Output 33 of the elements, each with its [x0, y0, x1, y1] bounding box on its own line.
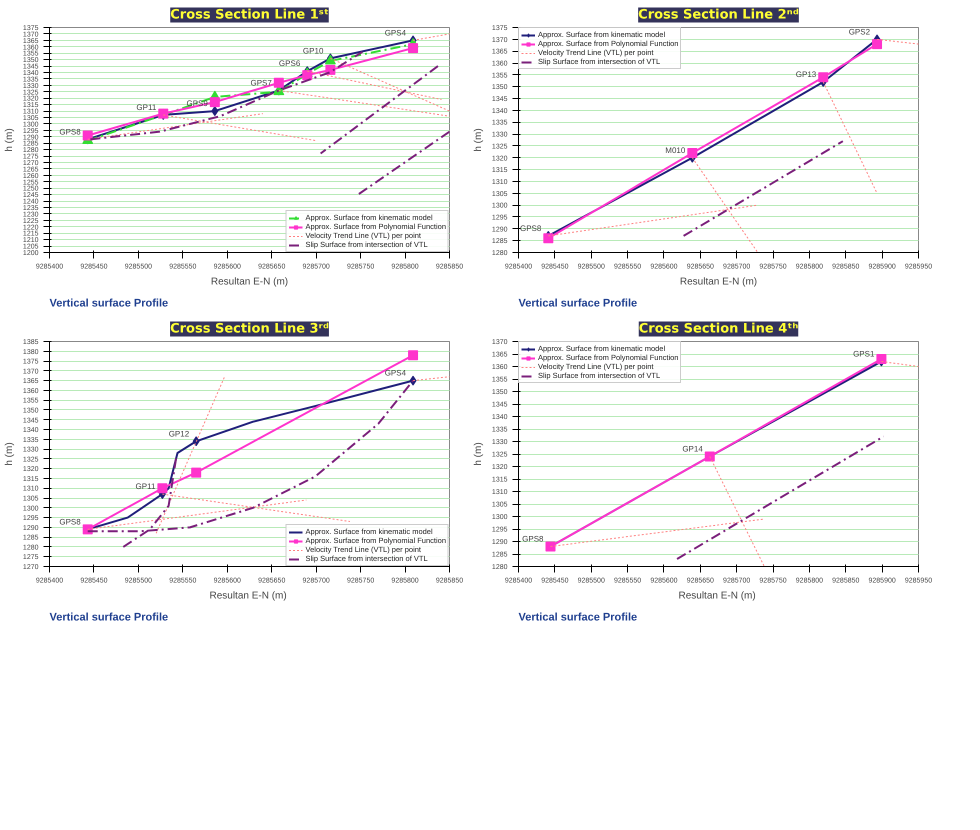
annotation: GPS8	[59, 517, 82, 526]
annotation: GPS8	[59, 127, 82, 136]
y-axis-title: h (m)	[472, 128, 484, 152]
annotation: GPS7	[250, 78, 272, 88]
annotation: GP11	[136, 102, 157, 112]
annotation: GPS8	[520, 224, 542, 233]
x-axis-title: Resultan E-N (m)	[678, 590, 756, 602]
y-axis-title: h (m)	[4, 128, 15, 152]
text: Vertical surface Profile	[50, 298, 168, 310]
chart-title: Cross Section Line 1ˢᵗ	[170, 8, 329, 22]
y-axis-title: h (m)	[472, 442, 484, 466]
annotation: GP14	[682, 444, 704, 454]
chart-title: Cross Section Line 3ʳᵈ	[170, 322, 329, 336]
annotation: GPS6	[278, 59, 301, 68]
y-axis-title: h (m)	[4, 442, 15, 466]
annotation: GP13	[796, 70, 817, 79]
x-axis-title: Resultan E-N (m)	[680, 276, 758, 288]
annotation: GPS2	[848, 27, 871, 36]
x-axis-title: Resultan E-N (m)	[210, 276, 288, 288]
annotation: GPS4	[384, 368, 407, 378]
text: Vertical surface Profile	[50, 612, 168, 624]
annotation: GP11	[136, 482, 156, 492]
annotation: GPS1	[853, 350, 875, 358]
annotation: GPS4	[384, 28, 407, 38]
annotation: M010	[665, 146, 686, 155]
text: Vertical surface Profile	[518, 298, 638, 310]
annotation: GPS8	[522, 534, 544, 544]
annotation: GP12	[168, 429, 190, 438]
annotation: GP10	[302, 46, 324, 56]
chart-title: Cross Section Line 4ᵗʰ	[638, 322, 798, 336]
chart-title: Cross Section Line 2ⁿᵈ	[638, 8, 799, 22]
text: Vertical surface Profile	[518, 612, 638, 624]
x-axis-title: Resultan E-N (m)	[209, 590, 287, 602]
